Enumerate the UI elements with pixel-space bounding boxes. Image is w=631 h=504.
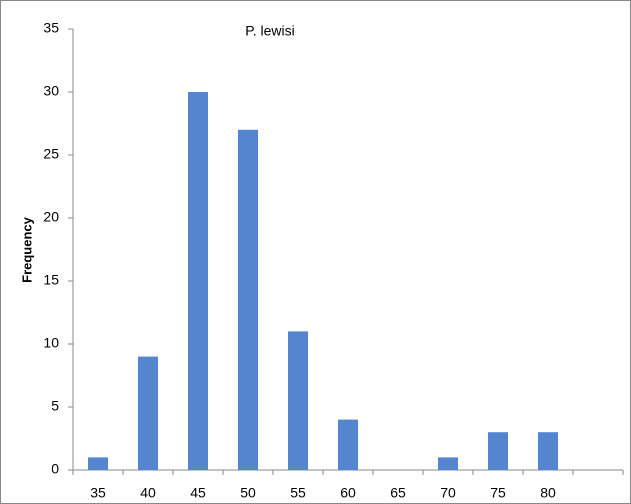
bar	[288, 331, 308, 470]
bar	[138, 356, 158, 470]
x-tick-label: 40	[140, 485, 156, 501]
x-tick-label: 35	[90, 485, 106, 501]
y-tick-label: 35	[43, 20, 59, 36]
bar	[188, 92, 208, 470]
bar	[338, 419, 358, 470]
x-tick-label: 45	[190, 485, 206, 501]
bar	[488, 432, 508, 470]
chart-title: P. lewisi	[245, 23, 295, 39]
x-tick-label: 70	[440, 485, 456, 501]
x-tick-label: 55	[290, 485, 306, 501]
y-tick-label: 25	[43, 146, 59, 162]
x-tick-label: 80	[540, 485, 556, 501]
bar	[88, 457, 108, 470]
bar	[238, 129, 258, 471]
y-tick-label: 15	[43, 272, 59, 288]
y-tick-label: 30	[43, 83, 59, 99]
bar	[538, 432, 558, 470]
x-tick-label: 50	[240, 485, 256, 501]
x-tick-label: 60	[340, 485, 356, 501]
x-tick-label: 75	[490, 485, 506, 501]
y-tick-label: 20	[43, 209, 59, 225]
y-tick-label: 10	[43, 335, 59, 351]
y-axis-label: Frequency	[19, 216, 34, 283]
bar	[438, 457, 458, 470]
x-tick-label: 65	[390, 485, 406, 501]
y-tick-label: 5	[51, 398, 59, 414]
y-tick-label: 0	[51, 461, 59, 477]
